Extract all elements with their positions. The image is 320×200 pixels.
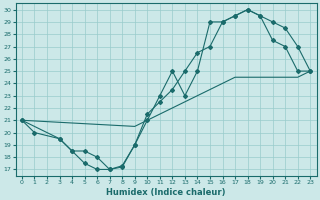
X-axis label: Humidex (Indice chaleur): Humidex (Indice chaleur): [106, 188, 226, 197]
